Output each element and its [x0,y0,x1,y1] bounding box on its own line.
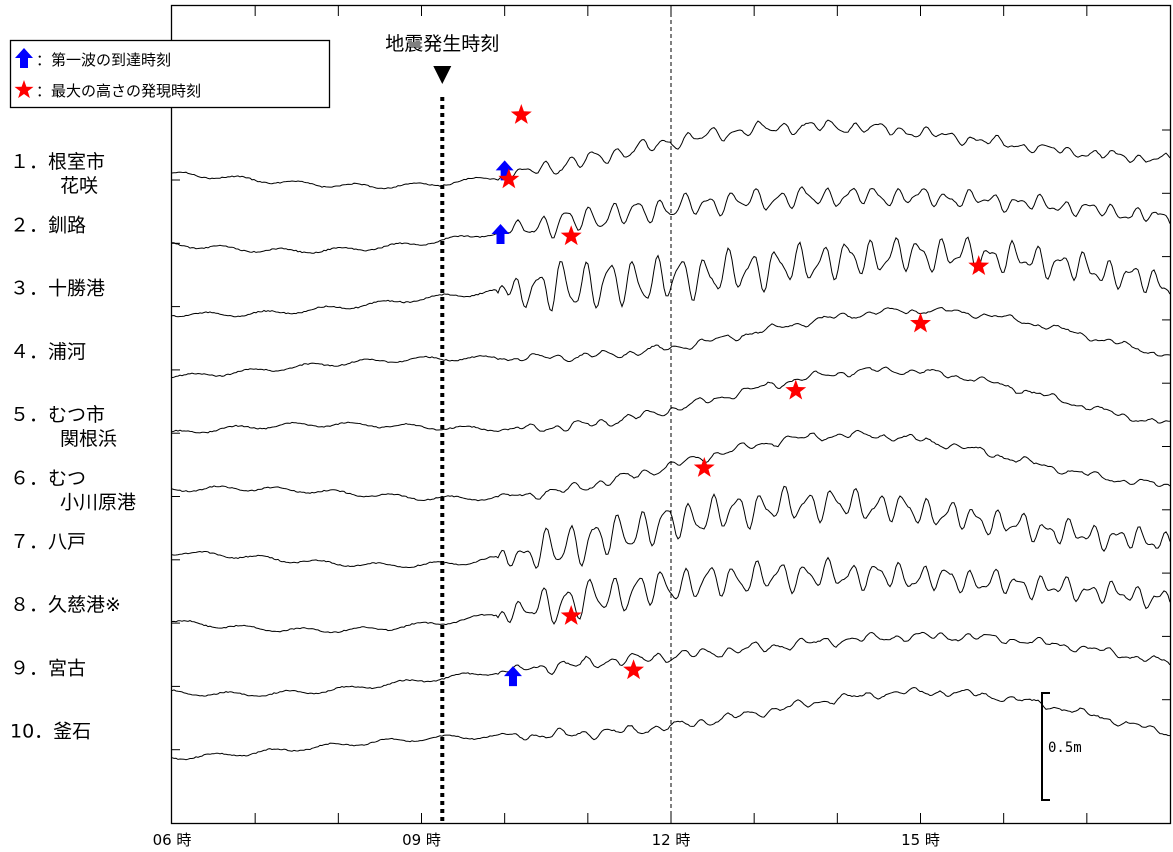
max-height-star-icon [498,168,520,189]
earthquake-time-label: 地震発生時刻 [385,33,499,55]
x-tick-labels: 06 時 09 時 12 時 15 時 [153,831,940,849]
x-tick-label: 12 時 [652,831,691,849]
station-sublabel: 関根浜 [60,428,117,450]
station-label: １．根室市 [10,151,105,173]
station-label: ７．八戸 [10,531,86,553]
first-wave-arrow-icon [495,160,514,181]
station-label: ８．久慈港※ [10,594,121,616]
x-tick-label: 09 時 [402,831,441,849]
tide-trace [171,686,1171,761]
legend-star-icon [14,80,34,99]
tide-trace [171,429,1171,502]
plot-frame [170,4,1172,825]
station-label: ３．十勝港 [10,278,105,300]
earthquake-marker-icon [433,66,452,84]
max-height-star-icon [785,379,807,400]
station-traces [171,119,1171,761]
station-label: ４．浦河 [10,341,86,363]
scale-bar-bracket [1041,692,1050,801]
station-label: ２．釧路 [10,214,86,236]
tide-trace [171,306,1171,379]
first-wave-arrow-icon [503,666,522,687]
legend-arrow-text: ：第一波の到達時刻 [36,51,171,69]
max-height-star-icon [510,104,532,124]
station-label: ５．むつ市 [10,404,105,426]
station-label: ６．むつ [10,468,86,490]
first-wave-arrow-icon [491,224,510,245]
tide-trace [171,485,1171,570]
legend: ：第一波の到達時刻 ：最大の高さの発現時刻 [9,39,331,109]
x-tick-label: 06 時 [153,831,192,849]
tide-trace [172,186,1171,254]
x-tick-label: 15 時 [901,831,940,849]
legend-arrow-icon [15,48,33,68]
max-height-star-icon [560,605,582,625]
station-label: 10．釜石 [10,721,91,743]
max-height-star-icon [910,312,931,333]
scale-bar: 0.5m [1041,692,1082,801]
legend-box [9,39,331,109]
station-label: ９．宮古 [10,657,86,679]
max-height-star-icon [693,457,715,477]
tide-trace [171,556,1171,634]
max-height-star-icon [560,225,582,246]
scale-bar-label: 0.5m [1048,740,1082,756]
event-markers [491,104,990,687]
tide-trace [171,119,1171,190]
max-height-star-icon [968,255,990,275]
tide-trace [171,366,1171,434]
station-sublabel: 小川原港 [60,492,136,514]
max-height-star-icon [623,659,644,680]
tide-trace [171,236,1171,318]
tide-trace [171,631,1171,697]
legend-star-text: ：最大の高さの発現時刻 [36,82,201,100]
station-sublabel: 花咲 [60,175,98,197]
